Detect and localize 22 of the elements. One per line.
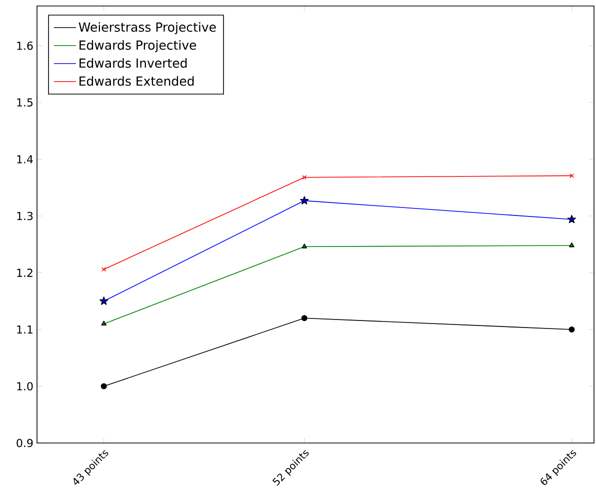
y-tick-label: 1.5 <box>17 98 33 107</box>
y-tick-label: 1.2 <box>17 268 32 277</box>
y-tick-label: 1.6 <box>17 42 33 50</box>
point <box>300 196 309 204</box>
point <box>301 315 308 322</box>
legend-label: Edwards Inverted <box>80 58 187 68</box>
y-tick-label: 1.4 <box>17 155 33 164</box>
point <box>302 244 308 248</box>
legend-label: Edwards Extended <box>80 76 194 86</box>
y-tick-label: 0.9 <box>16 438 33 448</box>
point <box>302 175 307 180</box>
point <box>99 296 108 305</box>
point <box>101 320 106 326</box>
legend-label: Edwards Projective <box>80 40 196 52</box>
point <box>100 383 107 390</box>
y-tick-label: 1.3 <box>17 212 33 220</box>
y-tick-label: 1.1 <box>17 325 32 334</box>
point <box>568 326 575 332</box>
y-tick-label: 1.0 <box>17 382 33 390</box>
point <box>569 242 574 248</box>
legend-label: Weierstrass Projective <box>78 22 216 34</box>
point <box>567 214 576 224</box>
